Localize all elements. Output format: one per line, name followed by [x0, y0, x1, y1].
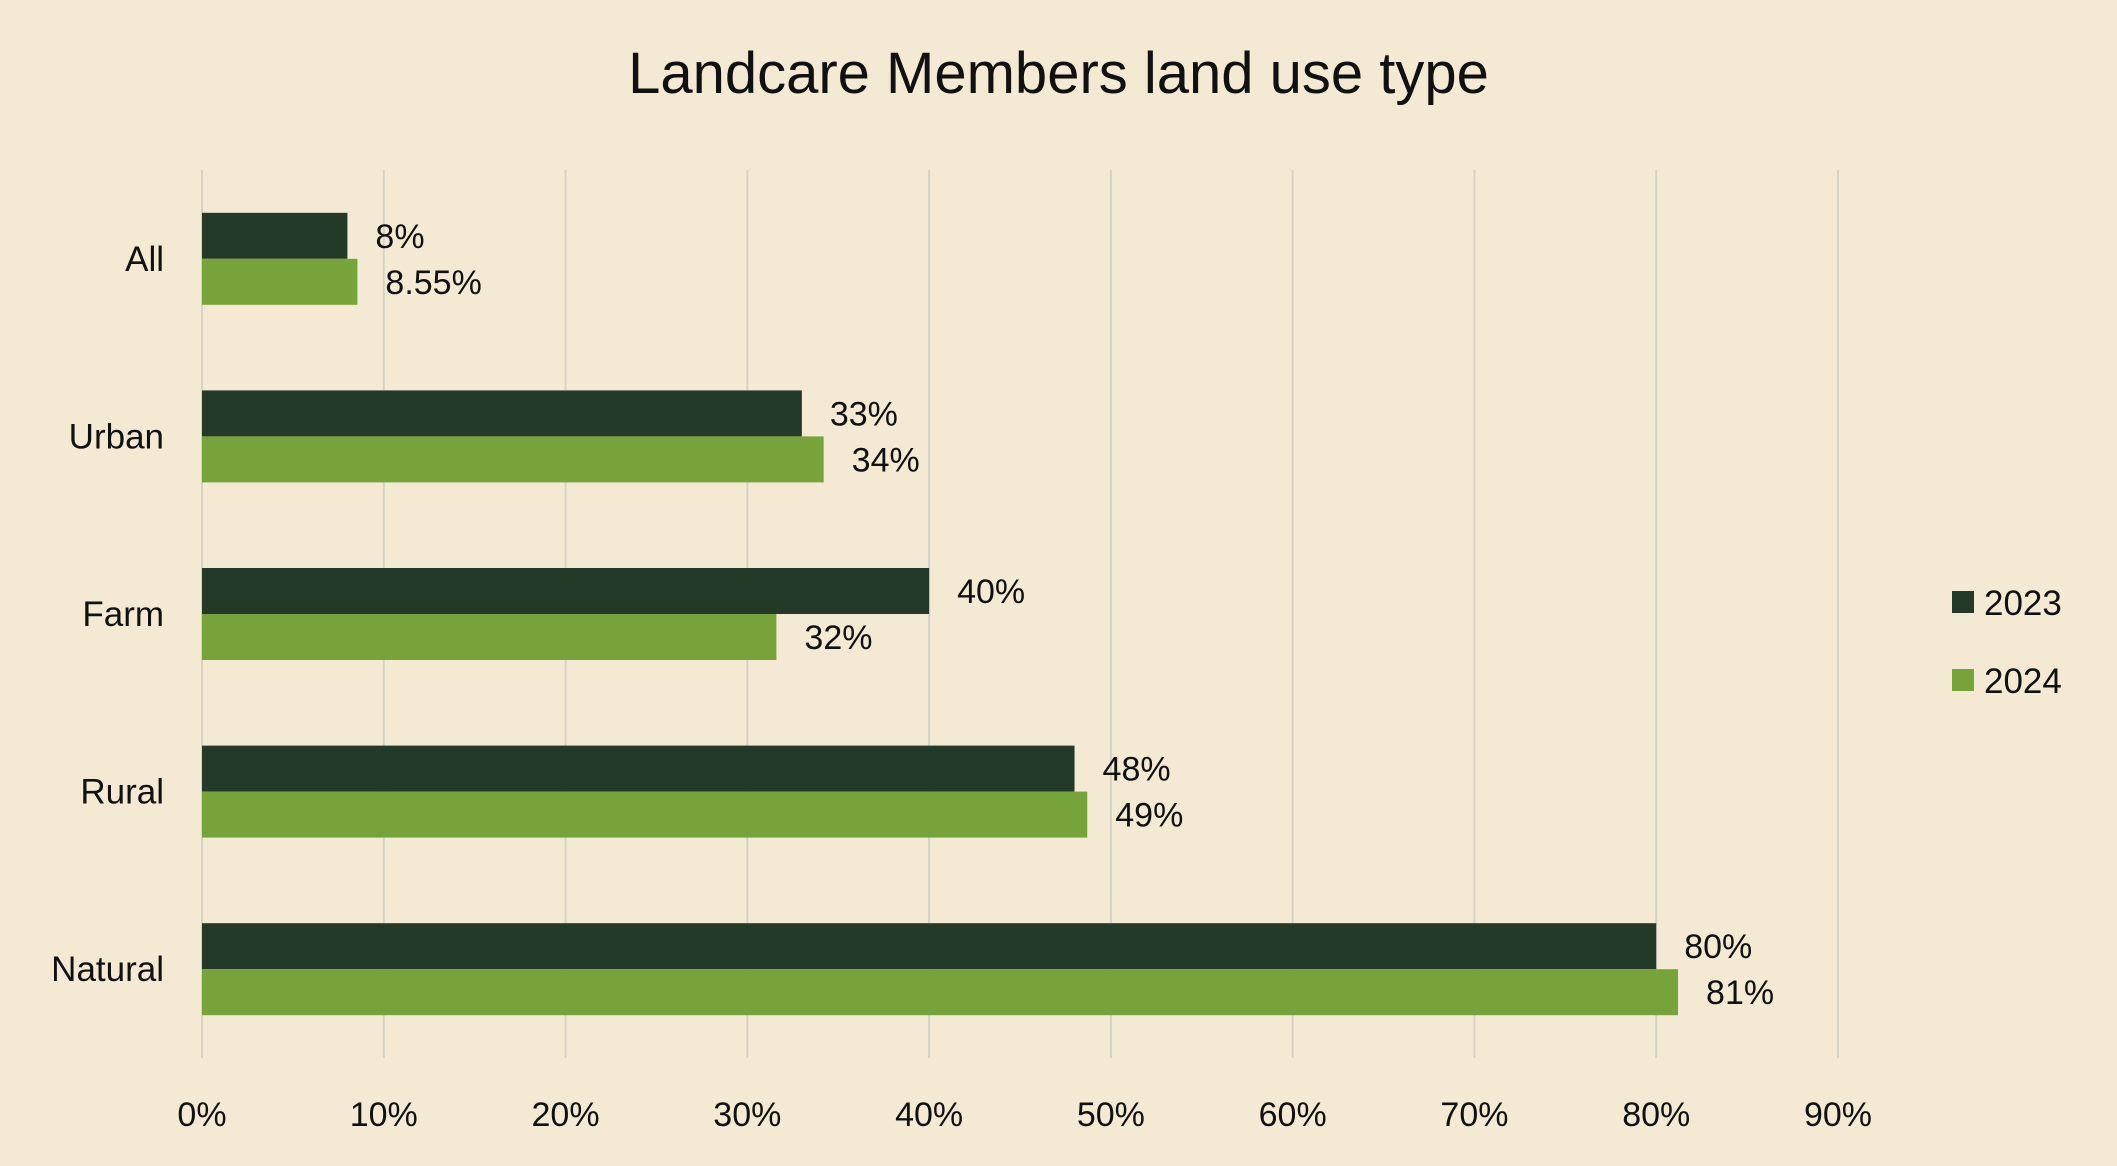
- data-label-2024-all: 8.55%: [385, 264, 481, 302]
- legend-label-2023: 2023: [1984, 584, 2062, 623]
- data-label-2023-farm: 40%: [957, 573, 1025, 611]
- bar-2024-natural: [202, 969, 1679, 1016]
- legend-label-2024: 2024: [1984, 662, 2062, 701]
- x-tick-label: 90%: [1804, 1096, 1872, 1134]
- legend-swatch-2024: [1952, 669, 1974, 691]
- x-tick-label: 10%: [350, 1096, 418, 1134]
- bar-2023-all: [202, 212, 348, 259]
- bar-2024-farm: [202, 614, 777, 660]
- data-labels: 8% 8.55% 33% 34% 40% 32% 48% 49% 80% 81%: [375, 218, 1774, 1012]
- x-axis: 0% 10% 20% 30% 40% 50% 60% 70% 80% 90%: [177, 1096, 1872, 1134]
- category-label-natural: Natural: [51, 950, 164, 989]
- x-tick-label: 30%: [713, 1096, 781, 1134]
- data-label-2024-farm: 32%: [804, 619, 872, 657]
- x-tick-label: 70%: [1440, 1096, 1508, 1134]
- bar-2023-natural: [202, 923, 1657, 970]
- x-tick-label: 60%: [1259, 1096, 1327, 1134]
- category-label-urban: Urban: [69, 417, 164, 456]
- bar-2023-urban: [202, 390, 802, 437]
- bar-2024-urban: [202, 436, 824, 483]
- x-tick-label: 40%: [895, 1096, 963, 1134]
- bar-2023-rural: [202, 745, 1075, 792]
- x-tick-label: 80%: [1622, 1096, 1690, 1134]
- data-label-2024-natural: 81%: [1706, 974, 1774, 1012]
- bar-2024-all: [202, 258, 358, 305]
- legend: 2023 2024: [1952, 584, 2062, 701]
- chart-title: Landcare Members land use type: [628, 41, 1489, 106]
- legend-swatch-2023: [1952, 591, 1974, 613]
- bar-2023-farm: [202, 568, 930, 614]
- data-label-2023-urban: 33%: [830, 395, 898, 433]
- bars: [202, 212, 1679, 1016]
- category-label-all: All: [125, 240, 164, 279]
- data-label-2024-urban: 34%: [852, 441, 920, 479]
- data-label-2023-all: 8%: [375, 218, 424, 256]
- x-tick-label: 0%: [177, 1096, 226, 1134]
- category-label-farm: Farm: [82, 595, 164, 634]
- data-label-2023-natural: 80%: [1684, 928, 1752, 966]
- x-tick-label: 20%: [532, 1096, 600, 1134]
- data-label-2024-rural: 49%: [1115, 797, 1183, 835]
- y-axis: All Urban Farm Rural Natural: [51, 240, 164, 989]
- x-tick-label: 50%: [1077, 1096, 1145, 1134]
- bar-2024-rural: [202, 791, 1088, 838]
- category-label-rural: Rural: [80, 773, 164, 812]
- data-label-2023-rural: 48%: [1103, 751, 1171, 789]
